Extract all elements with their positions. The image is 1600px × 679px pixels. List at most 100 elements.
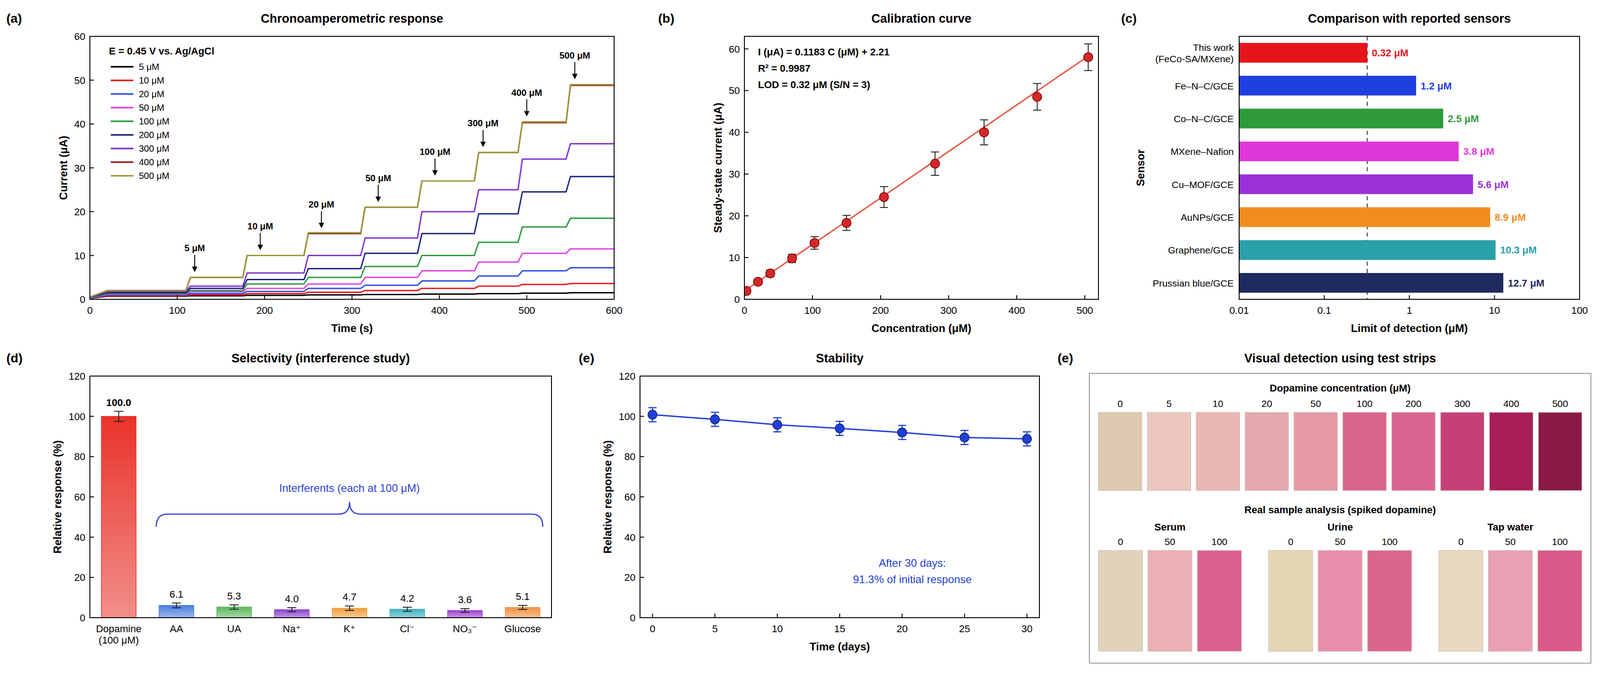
category-label: Na⁺ xyxy=(282,622,301,635)
panel-label: (a) xyxy=(6,11,22,26)
arrow-label: 500 μM xyxy=(559,50,591,61)
error-cap xyxy=(898,438,907,440)
arrow-shaft xyxy=(377,184,379,198)
bar xyxy=(1239,141,1459,162)
arrow-head xyxy=(480,141,486,148)
x-tick-label: 5 xyxy=(712,622,718,635)
data-point xyxy=(765,268,775,278)
arrow-shaft xyxy=(574,62,576,75)
y-tick xyxy=(744,298,749,300)
test-strip xyxy=(1438,550,1483,651)
data-line xyxy=(89,84,615,297)
y-tick-label: 40 xyxy=(624,531,636,543)
strip-label: 5 xyxy=(1166,398,1172,409)
sample-name: Tap water xyxy=(1487,521,1534,533)
panel-title: Comparison with reported sensors xyxy=(1307,11,1511,26)
data-point xyxy=(648,409,658,419)
annotation: 91.3% of initial response xyxy=(852,572,972,586)
y-axis-title: Current (μA) xyxy=(57,135,70,200)
error-cap xyxy=(229,604,239,606)
legend-label: 300 μM xyxy=(138,143,170,154)
category-label-line: Glucose xyxy=(504,622,542,635)
error-cap xyxy=(172,606,182,608)
panel-box xyxy=(1089,373,1591,663)
y-tick-label: 80 xyxy=(624,450,636,463)
x-tick-label: 0.1 xyxy=(1317,304,1332,316)
error-bar xyxy=(176,602,178,608)
category-label-line: UA xyxy=(227,622,242,635)
x-tick xyxy=(264,295,266,300)
category-label: NO₃⁻ xyxy=(452,622,478,635)
y-tick xyxy=(89,536,94,538)
x-tick xyxy=(351,295,353,300)
y-tick xyxy=(744,89,749,91)
test-strip xyxy=(1197,550,1242,651)
error-cap xyxy=(517,608,527,610)
plot-frame xyxy=(744,36,1099,300)
category-label-line: (100 μM) xyxy=(98,634,139,646)
y-tick xyxy=(89,211,94,212)
y-tick xyxy=(744,256,749,258)
data-label: 3.8 μM xyxy=(1463,145,1495,158)
bar xyxy=(1239,42,1368,63)
strip-label: 50 xyxy=(1310,398,1321,409)
arrow-label: 300 μM xyxy=(467,118,499,128)
x-tick xyxy=(901,613,903,618)
x-tick xyxy=(1324,295,1325,300)
strip-label: 400 xyxy=(1503,398,1520,409)
category-label-line: MXene–Nafion xyxy=(1170,146,1234,157)
legend-swatch xyxy=(110,161,134,163)
y-tick-label: 120 xyxy=(618,370,636,382)
strip-label: 50 xyxy=(1164,536,1176,547)
arrow-head xyxy=(524,111,530,117)
error-cap xyxy=(960,429,969,431)
strip-label: 100 xyxy=(1356,398,1373,409)
bar xyxy=(101,416,136,618)
x-axis-title: Limit of detection (μM) xyxy=(1350,321,1468,335)
strip-label: 10 xyxy=(1212,398,1224,409)
y-tick xyxy=(89,496,94,498)
error-cap xyxy=(648,406,657,409)
x-tick-label: 25 xyxy=(959,622,970,635)
error-bar xyxy=(291,607,293,612)
category-label: UA xyxy=(227,622,242,635)
x-tick xyxy=(964,613,965,618)
arrow-head xyxy=(571,73,578,80)
data-line xyxy=(89,143,615,298)
test-strip xyxy=(1391,412,1436,491)
y-axis-title: Relative response (%) xyxy=(51,439,64,553)
legend-swatch xyxy=(110,93,134,95)
error-cap xyxy=(1084,69,1093,71)
data-point xyxy=(710,414,720,424)
x-tick-label: 0.01 xyxy=(1229,304,1250,316)
test-strip xyxy=(1537,550,1582,651)
arrow-shaft xyxy=(320,211,322,224)
x-tick xyxy=(652,613,654,618)
y-tick-label: 100 xyxy=(618,410,636,423)
category-label-line: Co–N–C/GCE xyxy=(1173,113,1234,124)
error-cap xyxy=(287,606,297,608)
y-tick-label: 0 xyxy=(79,611,86,624)
plot-frame xyxy=(89,375,552,618)
error-cap xyxy=(648,420,657,423)
arrow-shaft xyxy=(482,129,484,143)
category-label: Prussian blue/GCE xyxy=(1152,277,1234,289)
error-cap xyxy=(773,417,782,419)
error-cap xyxy=(810,236,819,237)
plot-area xyxy=(1239,36,1504,300)
error-cap xyxy=(880,186,889,188)
error-cap xyxy=(842,214,851,216)
error-bar xyxy=(521,605,523,610)
strip-label: 200 xyxy=(1405,398,1422,409)
x-tick xyxy=(1579,295,1581,300)
x-tick xyxy=(613,295,615,300)
strip-label: 0 xyxy=(1458,536,1464,547)
test-strip xyxy=(1268,550,1313,651)
data-point xyxy=(930,158,940,168)
y-tick xyxy=(744,215,749,217)
arrow-label: 5 μM xyxy=(184,242,206,253)
category-label-line: Dopamine xyxy=(95,622,142,635)
legend-swatch xyxy=(110,79,134,82)
test-strip xyxy=(1367,550,1412,651)
y-tick-label: 50 xyxy=(728,84,740,97)
